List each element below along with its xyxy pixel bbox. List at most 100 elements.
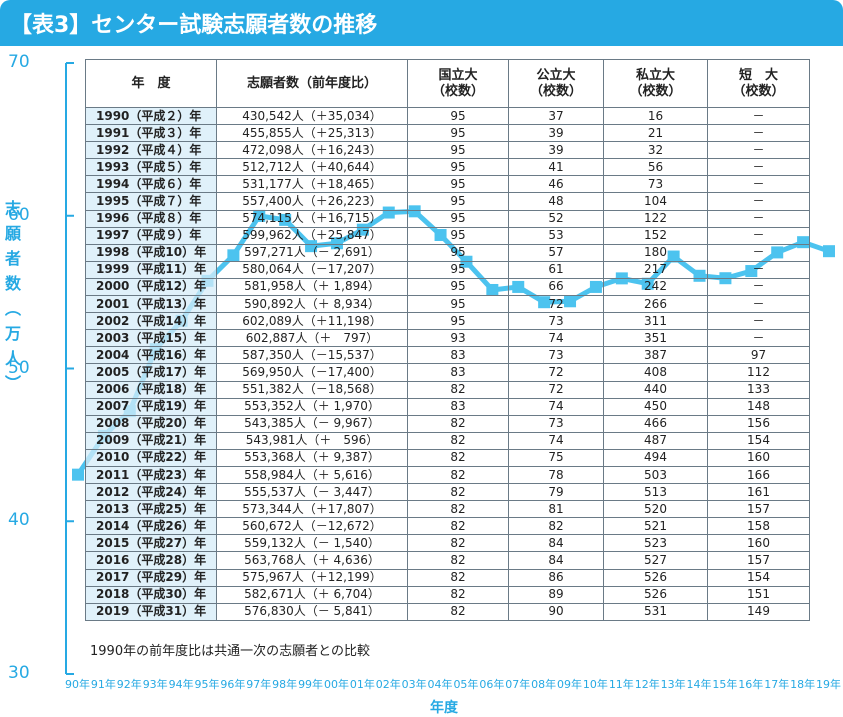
table-cell: 95 [407, 260, 509, 279]
table-cell: 574,115人（＋16,715） [216, 209, 408, 228]
table-header-cell: 短 大（校数） [707, 59, 810, 108]
table-cell: 66 [508, 277, 604, 297]
table-cell: 2001（平成13）年 [85, 295, 217, 314]
table-cell: 95 [407, 141, 509, 160]
table-cell: 242 [603, 277, 708, 297]
table-header-cell: 国立大 （校数） [407, 59, 509, 108]
table-cell: 95 [407, 124, 509, 143]
table-cell: 79 [508, 483, 604, 502]
table-row: 2002（平成14）年 602,089人（＋11,198） 95 73 311 － [85, 312, 810, 331]
x-tick-label: 06年 [479, 678, 505, 691]
x-tick-label: 98年 [272, 678, 298, 691]
x-tick-label: 01年 [349, 678, 375, 691]
table-row: 2006（平成18）年 551,382人（－18,568） 82 72 440 133 [85, 380, 810, 399]
table-cell: 73 [508, 414, 604, 433]
table-cell: 2007（平成19）年 [85, 397, 217, 416]
table-cell: 82 [407, 500, 509, 519]
table-cell: 2003（平成15）年 [85, 329, 217, 348]
table-cell: 166 [707, 465, 810, 485]
table-cell: 430,542人（＋35,034） [216, 106, 408, 126]
y-tick-label: 60 [8, 204, 30, 225]
table-cell: 2002（平成14）年 [85, 312, 217, 331]
table-cell: 82 [407, 517, 509, 536]
table-cell: 1996（平成８）年 [85, 209, 217, 228]
table-cell: 602,089人（＋11,198） [216, 312, 408, 331]
table-cell: 133 [707, 380, 810, 399]
table-cell: 311 [603, 312, 708, 331]
table-cell: 455,855人（＋25,313） [216, 124, 408, 143]
x-tick-label: 03年 [401, 678, 427, 691]
table-cell: 75 [508, 448, 604, 467]
table-cell: － [707, 295, 810, 314]
table-cell: 95 [407, 158, 509, 177]
table-row: 2003（平成15）年 602,887人（＋ 797） 93 74 351 － [85, 329, 810, 348]
table-cell: 39 [508, 124, 604, 143]
table-cell: 73 [508, 312, 604, 331]
table-cell: 78 [508, 465, 604, 485]
x-tick-label: 11年 [608, 678, 634, 691]
x-tick-label: 95年 [194, 678, 220, 691]
table-cell: 148 [707, 397, 810, 416]
table-cell: 599,962人（＋25,847） [216, 226, 408, 245]
table-cell: 84 [508, 534, 604, 553]
table-cell: 82 [407, 414, 509, 433]
table-cell: 95 [407, 192, 509, 211]
table-cell: 48 [508, 192, 604, 211]
table-cell: 557,400人（＋26,223） [216, 192, 408, 211]
y-tick-label: 70 [8, 52, 30, 72]
table-cell: 2000（平成12）年 [85, 277, 217, 297]
table-cell: 563,768人（＋ 4,636） [216, 551, 408, 570]
table-cell: 41 [508, 158, 604, 177]
table-cell: 576,830人（－ 5,841） [216, 602, 408, 621]
table-cell: 89 [508, 585, 604, 604]
table-cell: 2014（平成26）年 [85, 517, 217, 536]
x-tick-label: 00年 [323, 678, 349, 691]
table-cell: － [707, 158, 810, 177]
table-cell: 512,712人（＋40,644） [216, 158, 408, 177]
table-cell: － [707, 124, 810, 143]
y-axis-label: 志願者数 ︵ 万人 ︶ [4, 199, 21, 393]
table-cell: 531,177人（＋18,465） [216, 175, 408, 194]
table-cell: － [707, 192, 810, 211]
table-cell: 590,892人（＋ 8,934） [216, 295, 408, 314]
table-cell: 56 [603, 158, 708, 177]
table-header-row: 年 度志願者数（前年度比） 国立大 （校数） 公立大 （校数） 私立大 （校数）短 大（校数… [85, 59, 810, 108]
table-cell: 74 [508, 397, 604, 416]
x-tick-label: 93年 [142, 678, 168, 691]
table-row: 2004（平成16）年 587,350人（－15,537） 83 73 387 97 [85, 346, 810, 365]
table-row: 2019（平成31）年 576,830人（－ 5,841） 82 90 531 149 [85, 602, 810, 621]
table-row: 2000（平成12）年 581,958人（＋ 1,894） 95 66 242 － [85, 277, 810, 297]
table-cell: 2006（平成18）年 [85, 380, 217, 399]
table-cell: 1990（平成２）年 [85, 106, 217, 126]
y-tick-label: 50 [8, 357, 30, 378]
table-cell: 32 [603, 141, 708, 160]
table-header-cell: 年 度 [85, 59, 217, 108]
x-tick-label: 07年 [505, 678, 531, 691]
table-cell: 72 [508, 363, 604, 382]
table-cell: 558,984人（＋ 5,616） [216, 465, 408, 485]
table-cell: 2018（平成30）年 [85, 585, 217, 604]
x-tick-label: 04年 [427, 678, 453, 691]
x-tick-label: 90年 [65, 678, 90, 691]
table-cell: 553,352人（＋ 1,970） [216, 397, 408, 416]
table-cell: 74 [508, 329, 604, 348]
table-row: 2012（平成24）年 555,537人（－ 3,447） 82 79 513 161 [85, 483, 810, 502]
table-cell: 82 [407, 448, 509, 467]
x-tick-label: 02年 [375, 678, 401, 691]
table-row: 1996（平成８）年 574,115人（＋16,715） 95 52 122 － [85, 209, 810, 228]
table-cell: 523 [603, 534, 708, 553]
table-cell: 72 [508, 295, 604, 314]
x-tick-label: 08年 [531, 678, 557, 691]
table-cell: 2009（平成21）年 [85, 431, 217, 450]
table-cell: 2004（平成16）年 [85, 346, 217, 365]
table-cell: 160 [707, 534, 810, 553]
table-cell: 587,350人（－15,537） [216, 346, 408, 365]
table-cell: 83 [407, 363, 509, 382]
table-cell: 39 [508, 141, 604, 160]
table-cell: 73 [603, 175, 708, 194]
table-cell: 61 [508, 260, 604, 279]
table-cell: － [707, 260, 810, 279]
table-header-cell: 志願者数（前年度比） [216, 59, 408, 108]
x-tick-label: 19年 [816, 678, 841, 691]
table-cell: － [707, 175, 810, 194]
